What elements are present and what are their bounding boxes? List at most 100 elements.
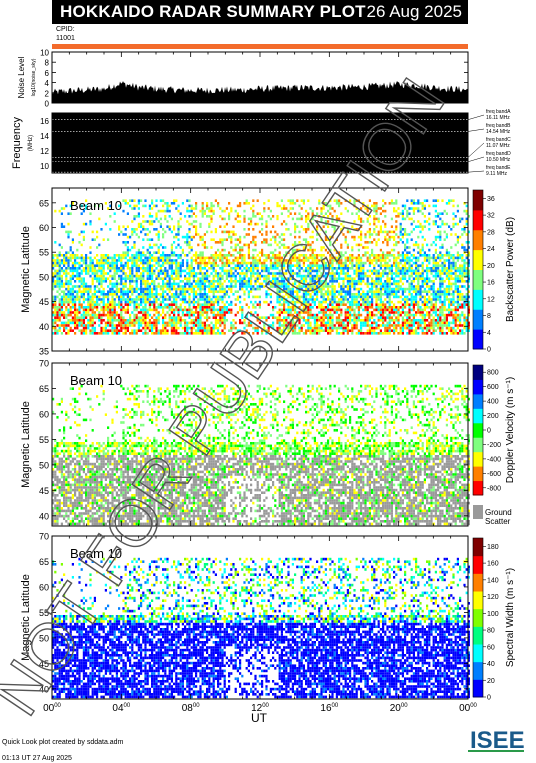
logo-text: ISEE xyxy=(470,727,525,754)
cpid-label: CPID: xyxy=(56,26,75,33)
colorbar-tick-label: 40 xyxy=(487,661,495,668)
colorbar-tick-label: 20 xyxy=(487,263,495,270)
colorbar-tick-label: -600 xyxy=(487,471,501,478)
noise-ylabel-sub: log10(noise_sky) xyxy=(31,58,37,96)
y-tick-label: 60 xyxy=(39,582,49,592)
x-axis-label: UT xyxy=(251,711,267,725)
band-label: freq bandE xyxy=(486,165,511,171)
doppler-velocity-ylabel: Magnetic Latitude xyxy=(20,401,32,488)
cpid-bar xyxy=(52,44,468,49)
colorbar-tick-label: 16 xyxy=(487,280,495,287)
band-leader xyxy=(467,128,485,132)
band-value: 16.11 MHz xyxy=(486,115,510,121)
colorbar-segment xyxy=(473,538,483,557)
y-tick-label: 40 xyxy=(39,511,49,521)
ground-scatter-label: Ground xyxy=(485,508,512,517)
doppler-velocity-colorbar-label: Doppler Velocity (m s⁻¹) xyxy=(505,377,516,483)
isee-logo: ISEE xyxy=(468,727,525,754)
y-tick-label: 45 xyxy=(39,659,49,669)
printed-time: 01:13 UT 27 Aug 2025 xyxy=(2,755,72,762)
colorbar-segment xyxy=(473,573,483,592)
x-tick-label: 0000 xyxy=(43,703,61,714)
colorbar-tick-label: 36 xyxy=(487,196,495,203)
band-label: freq bandB xyxy=(486,123,511,129)
y-tick-label: 50 xyxy=(39,272,49,282)
plot-date: 26 Aug 2025 xyxy=(366,2,462,21)
colorbar-tick-label: 0 xyxy=(487,347,491,354)
colorbar-segment xyxy=(473,393,483,409)
y-tick-label: 55 xyxy=(39,608,49,618)
y-tick-label: 10 xyxy=(40,162,49,171)
colorbar-tick-label: 28 xyxy=(487,229,495,236)
frequency-ylabel: Frequency xyxy=(11,117,23,169)
colorbar-tick-label: 120 xyxy=(487,594,499,601)
colorbar-segment xyxy=(473,555,483,574)
colorbar-tick-label: 12 xyxy=(487,296,495,303)
y-tick-label: 65 xyxy=(39,384,49,394)
colorbar-segment xyxy=(473,309,483,330)
y-tick-label: 60 xyxy=(39,223,49,233)
y-tick-label: 50 xyxy=(39,633,49,643)
spectral-width-ylabel: Magnetic Latitude xyxy=(20,574,32,661)
colorbar-segment xyxy=(473,190,483,211)
colorbar-segment xyxy=(473,437,483,453)
y-tick-label: 4 xyxy=(45,79,50,88)
y-tick-label: 35 xyxy=(39,347,49,357)
colorbar-segment xyxy=(473,229,483,251)
y-tick-label: 50 xyxy=(39,460,49,470)
colorbar-tick-label: 0 xyxy=(487,428,491,435)
spectral-width-beam-label: Beam 10 xyxy=(70,546,122,561)
backscatter-power-cells xyxy=(52,199,470,335)
colorbar-tick-label: 400 xyxy=(487,399,499,406)
y-tick-label: 10 xyxy=(40,49,49,58)
colorbar-tick-label: 8 xyxy=(487,313,491,320)
colorbar-frame xyxy=(472,189,484,350)
colorbar-tick-label: 800 xyxy=(487,370,499,377)
colorbar-segment xyxy=(473,209,483,231)
y-tick-label: 45 xyxy=(39,297,49,307)
colorbar-tick-label: 100 xyxy=(487,611,499,618)
colorbar-segment xyxy=(473,591,483,610)
x-tick-label: 0800 xyxy=(182,703,200,714)
band-value: 11.07 MHz xyxy=(486,143,510,149)
band-label: freq bandD xyxy=(486,151,511,157)
colorbar-tick-label: 32 xyxy=(487,213,495,220)
y-tick-label: 12 xyxy=(40,147,49,156)
y-tick-label: 40 xyxy=(39,684,49,694)
x-tick-label: 0000 xyxy=(459,703,477,714)
frequency-ylabel-sub: (MHz) xyxy=(28,135,34,151)
colorbar-tick-label: -200 xyxy=(487,442,501,449)
y-tick-label: 55 xyxy=(39,248,49,258)
colorbar-segment xyxy=(473,451,483,467)
y-tick-label: 65 xyxy=(39,557,49,567)
colorbar-tick-label: 60 xyxy=(487,644,495,651)
band-value: 9.11 MHz xyxy=(486,171,508,177)
colorbar-tick-label: -800 xyxy=(487,485,501,492)
y-tick-label: 14 xyxy=(40,132,49,141)
cpid-value: 11001 xyxy=(56,35,75,42)
colorbar-segment xyxy=(473,466,483,482)
colorbar-segment xyxy=(473,249,483,270)
backscatter-power-colorbar-label: Backscatter Power (dB) xyxy=(505,217,516,322)
y-tick-label: 16 xyxy=(40,117,49,126)
y-tick-label: 40 xyxy=(39,322,49,332)
x-tick-label: 2000 xyxy=(390,703,408,714)
colorbar-tick-label: 140 xyxy=(487,577,499,584)
noise-trace xyxy=(52,80,468,103)
colorbar-segment xyxy=(473,608,483,627)
spectral-width-cells xyxy=(52,557,470,699)
colorbar-segment xyxy=(473,289,483,310)
y-tick-label: 8 xyxy=(45,59,50,68)
colorbar-segment xyxy=(473,408,483,424)
colorbar-tick-label: 20 xyxy=(487,678,495,685)
colorbar-tick-label: -400 xyxy=(487,456,501,463)
band-leader xyxy=(467,114,485,120)
ground-scatter-swatch xyxy=(473,505,483,519)
colorbar-tick-label: 180 xyxy=(487,544,499,551)
backscatter-power-beam-label: Beam 10 xyxy=(70,198,122,213)
ground-scatter-label: Scatter xyxy=(485,517,511,526)
colorbar-tick-label: 160 xyxy=(487,561,499,568)
y-tick-label: 70 xyxy=(39,532,49,542)
y-tick-label: 6 xyxy=(45,69,50,78)
